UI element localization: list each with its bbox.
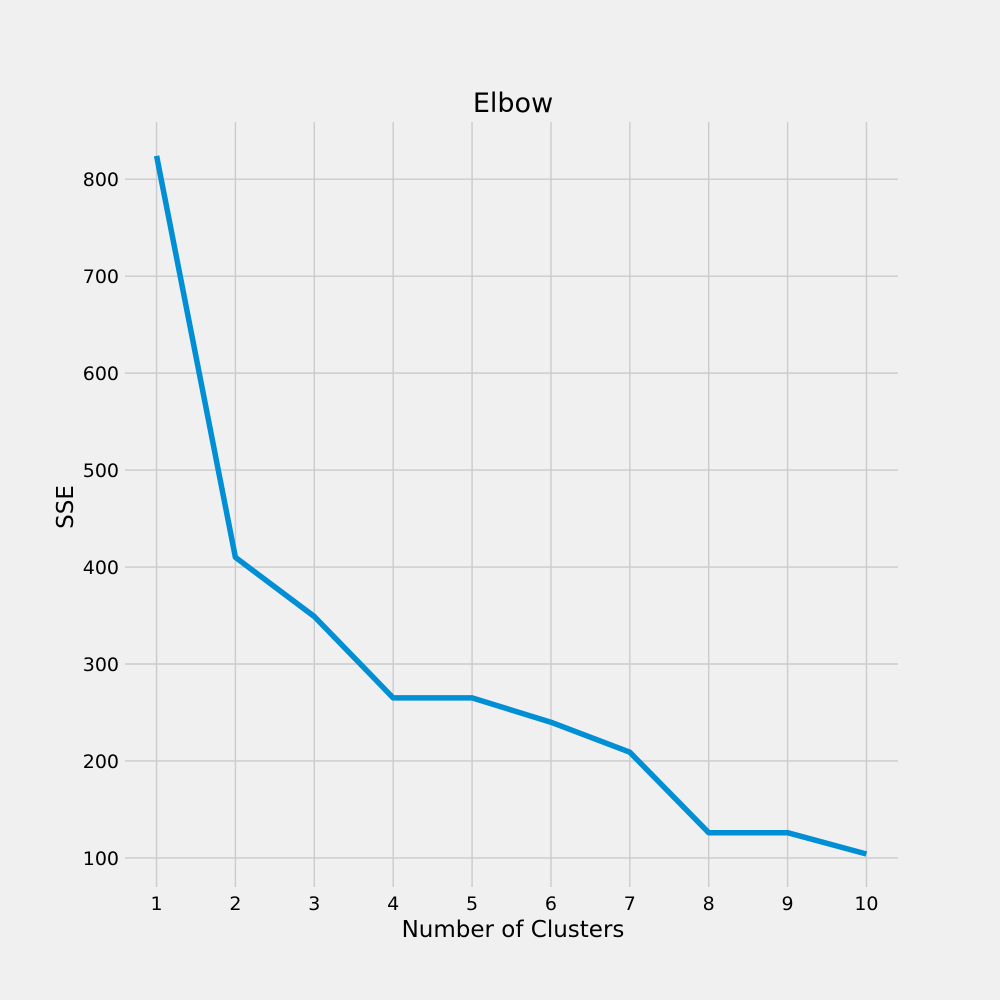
y-gridlines bbox=[125, 178, 898, 859]
x-tick-label: 2 bbox=[229, 893, 241, 915]
x-gridlines bbox=[155, 122, 868, 887]
y-tick-label: 700 bbox=[83, 266, 119, 288]
data-point bbox=[708, 832, 709, 833]
y-axis-label: SSE bbox=[53, 485, 79, 529]
x-tick-labels: 1 2 3 4 5 6 7 8 9 10 bbox=[151, 893, 879, 915]
y-tick-label: 400 bbox=[83, 557, 119, 579]
x-tick-label: 8 bbox=[703, 893, 715, 915]
x-tick-label: 10 bbox=[854, 893, 878, 915]
series-layer bbox=[153, 155, 868, 857]
data-point bbox=[629, 752, 630, 753]
x-tick-label: 1 bbox=[151, 893, 163, 915]
data-point bbox=[314, 616, 315, 617]
x-axis-label: Number of Clusters bbox=[402, 917, 625, 943]
x-tick-label: 5 bbox=[466, 893, 478, 915]
y-tick-label: 600 bbox=[83, 363, 119, 385]
x-tick-label: 7 bbox=[624, 893, 636, 915]
x-tick-label: 6 bbox=[545, 893, 557, 915]
x-tick-label: 9 bbox=[782, 893, 794, 915]
y-tick-label: 300 bbox=[83, 654, 119, 676]
y-tick-labels: 100 200 300 400 500 600 700 800 bbox=[83, 169, 119, 870]
series-line bbox=[153, 155, 868, 857]
y-tick-label: 500 bbox=[83, 460, 119, 482]
y-tick-label: 800 bbox=[83, 169, 119, 191]
x-tick-label: 3 bbox=[308, 893, 320, 915]
data-point bbox=[550, 722, 551, 723]
y-tick-label: 200 bbox=[83, 751, 119, 773]
data-point bbox=[787, 832, 788, 833]
data-point bbox=[235, 557, 236, 558]
y-tick-label: 100 bbox=[83, 848, 119, 870]
data-point bbox=[156, 155, 157, 156]
data-point bbox=[866, 854, 867, 855]
chart-title: Elbow bbox=[473, 88, 553, 119]
data-point bbox=[472, 697, 473, 698]
data-point bbox=[393, 697, 394, 698]
x-tick-label: 4 bbox=[387, 893, 399, 915]
